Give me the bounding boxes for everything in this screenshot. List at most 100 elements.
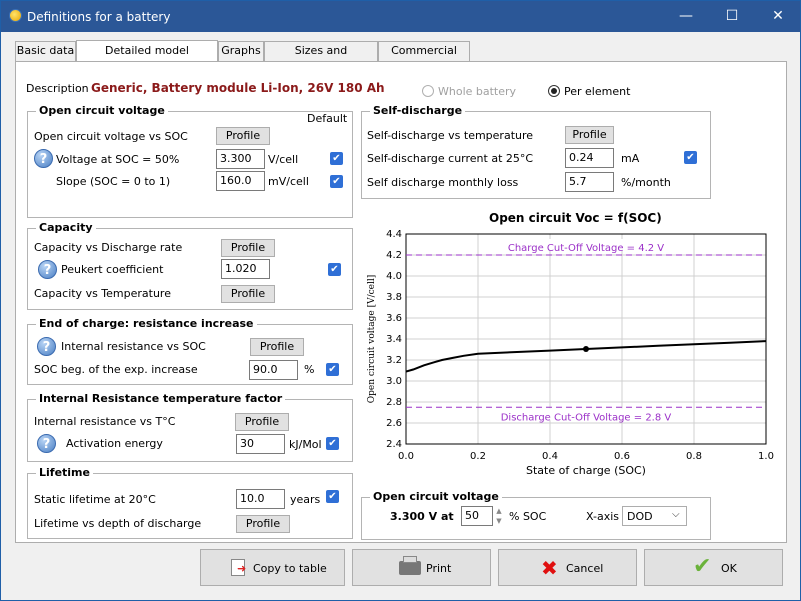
y-tick-label: 3.2 [386,355,402,366]
selfd-temp-label: Self-discharge vs temperature [367,129,534,142]
cancel-label: Cancel [566,562,604,575]
cutoff-label-bg [498,239,674,251]
selfd-default-checkbox[interactable]: ✔ [684,151,697,164]
group-title: Open circuit voltage [36,104,168,117]
x-tick-label: 0.0 [398,451,414,462]
cutoff-label: Discharge Cut-Off Voltage = 2.8 V [501,412,672,423]
y-tick-label: 2.4 [386,439,402,450]
minimize-button[interactable]: — [679,8,693,24]
capacity-rate-label: Capacity vs Discharge rate [34,241,183,254]
radio-per-element[interactable] [548,85,560,97]
help-icon[interactable]: ? [38,260,57,279]
group-ir-temperature: Internal Resistance temperature factor [27,392,353,462]
help-icon[interactable]: ? [34,149,53,168]
ocv-chart: 0.0 0.2 0.4 0.6 0.8 1.0 2.4 2.6 2.8 3.0 3.2 3.4 3.6 3… [367,229,774,477]
tab-graphs[interactable]: Graphs [218,41,264,61]
group-title: Open circuit voltage [370,490,502,503]
soc-exp-label: SOC beg. of the exp. increase [34,363,198,376]
peukert-label: Peukert coefficient [61,263,164,276]
tab-basic-data[interactable]: Basic data [15,41,76,61]
group-title: Self-discharge [370,104,466,117]
cancel-x-icon: ✖ [541,556,558,580]
slope-default-checkbox[interactable]: ✔ [330,175,343,188]
copy-to-table-button[interactable]: ➜ Copy to table [200,549,345,586]
soc-exp-default-checkbox[interactable]: ✔ [326,363,339,376]
voltage-unit: V/cell [268,153,299,166]
help-icon[interactable]: ? [37,434,56,453]
selfd-temp-profile-button[interactable]: Profile [565,126,614,144]
ok-button[interactable]: ✔ OK [644,549,783,586]
print-button[interactable]: Print [352,549,491,586]
group-ocv-readout: Open circuit voltage [361,490,711,540]
lifetime-dod-label: Lifetime vs depth of discharge [34,517,202,530]
soc-unit: % SOC [509,510,547,523]
radio-whole-battery[interactable] [422,85,434,97]
selfd-loss-input[interactable]: 5.7 [565,172,614,192]
voltage-soc50-label: Voltage at SOC = 50% [56,153,180,166]
capacity-temp-profile-button[interactable]: Profile [221,285,275,303]
selfd-current-input[interactable]: 0.24 [565,148,614,168]
print-label: Print [426,562,452,575]
slope-label: Slope (SOC = 0 to 1) [56,175,171,188]
tab-detailed-model[interactable]: Detailed model parameters [76,40,218,77]
chevron-down-icon: ⌵ [672,509,680,520]
activation-input[interactable]: 30 [236,434,285,454]
selfd-loss-unit: %/month [621,176,671,189]
selfd-current-unit: mA [621,152,640,165]
xaxis-select[interactable]: DOD ⌵ [622,506,687,526]
lifetime-default-checkbox[interactable]: ✔ [326,490,339,503]
y-tick-label: 4.0 [386,271,402,282]
ocv-profile-button[interactable]: Profile [216,127,270,145]
static-lifetime-label: Static lifetime at 20°C [34,493,156,506]
description-label: Description [26,82,89,95]
cutoff-label: Charge Cut-Off Voltage = 4.2 V [508,243,664,254]
copy-icon: ➜ [231,559,246,576]
title-bar: Definitions for a battery — ☐ ✕ [1,1,800,32]
y-tick-label: 4.4 [386,229,402,240]
cancel-button[interactable]: ✖ Cancel [498,549,637,586]
ir-soc-profile-button[interactable]: Profile [250,338,304,356]
close-button[interactable]: ✕ [772,8,784,24]
static-lifetime-input[interactable]: 10.0 [236,489,285,509]
voltage-soc50-input[interactable]: 3.300 [216,149,265,169]
soc-exp-input[interactable]: 90.0 [249,360,298,380]
y-tick-label: 2.6 [386,418,402,429]
ocv-readout-voltage: 3.300 V at [390,510,454,523]
tab-sizes[interactable]: Sizes and Technology [264,41,378,75]
ir-temp-label: Internal resistance vs T°C [34,415,176,428]
y-tick-label: 4.2 [386,250,402,261]
x-tick-label: 0.6 [614,451,630,462]
ir-temp-profile-button[interactable]: Profile [235,413,289,431]
voltage-default-checkbox[interactable]: ✔ [330,152,343,165]
plot-frame [405,233,767,445]
y-tick-label: 3.0 [386,376,402,387]
help-icon[interactable]: ? [37,337,56,356]
tab-commercial[interactable]: Commercial data [378,41,470,75]
y-tick-label: 3.4 [386,334,402,345]
capacity-rate-profile-button[interactable]: Profile [221,239,275,257]
slope-input[interactable]: 160.0 [216,171,265,191]
activation-default-checkbox[interactable]: ✔ [326,437,339,450]
maximize-button[interactable]: ☐ [725,8,739,24]
group-end-of-charge: End of charge: resistance increase [27,317,353,385]
y-axis-label: Open circuit voltage [V/cell] [367,275,377,404]
x-axis-label: State of charge (SOC) [526,464,646,477]
radio-whole-label: Whole battery [438,85,517,98]
soc-spin-input[interactable]: 50 [461,506,493,526]
slope-unit: mV/cell [268,175,309,188]
cutoff-label-bg [498,408,674,421]
x-tick-label: 0.2 [470,451,486,462]
group-capacity: Capacity [27,221,353,310]
description-value: Generic, Battery module Li-Ion, 26V 180 … [91,81,385,95]
group-self-discharge: Self-discharge [361,104,711,199]
peukert-default-checkbox[interactable]: ✔ [328,263,341,276]
activation-label: Activation energy [66,437,163,450]
ocv-vs-soc-label: Open circuit voltage vs SOC [34,130,188,143]
lifetime-dod-profile-button[interactable]: Profile [236,515,290,533]
group-title: Internal Resistance temperature factor [36,392,286,405]
soc-spin-arrows[interactable]: ▲ ▼ [496,507,502,525]
ocv-series-line [405,340,767,373]
peukert-input[interactable]: 1.020 [221,259,270,279]
chart-title: Open circuit Voc = f(SOC) [489,211,662,225]
